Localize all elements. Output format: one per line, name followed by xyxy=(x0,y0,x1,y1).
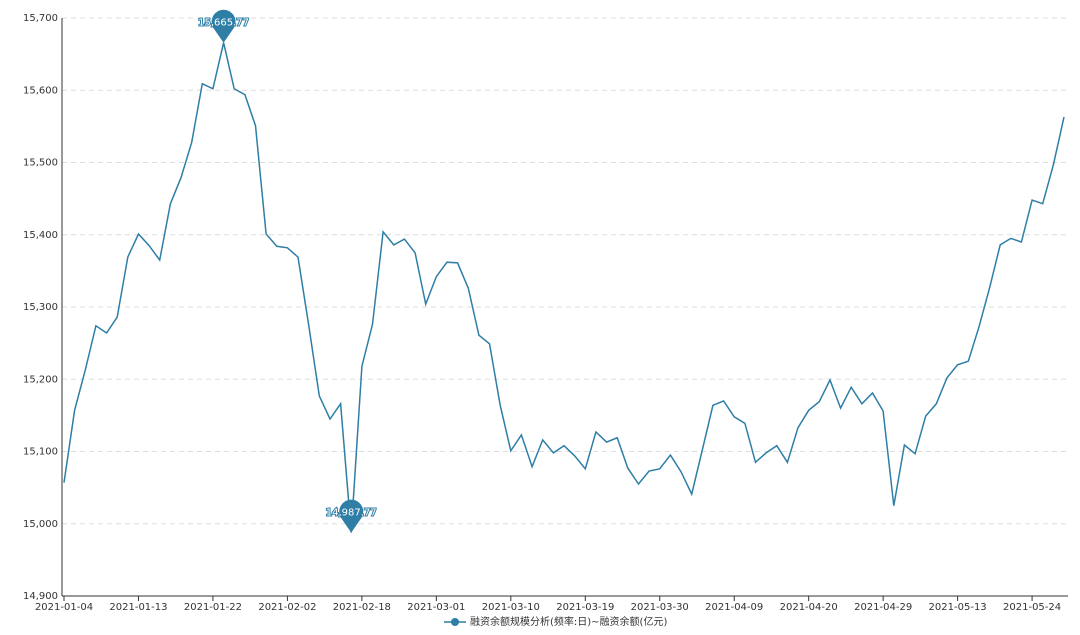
x-tick-label: 2021-05-13 xyxy=(929,602,987,613)
mark-point-label: 14,987.77 xyxy=(326,508,377,519)
line xyxy=(63,42,1065,533)
mark-point-label: 15,665.77 xyxy=(198,18,249,29)
y-tick-label: 15,100 xyxy=(23,447,58,458)
x-tick-label: 2021-03-30 xyxy=(631,602,689,613)
mark-point xyxy=(211,9,236,43)
y-tick-label: 15,000 xyxy=(23,519,58,530)
x-tick-label: 2021-03-19 xyxy=(556,602,614,613)
x-tick-label: 2021-04-09 xyxy=(705,602,763,613)
x-tick-label: 2021-01-04 xyxy=(35,602,93,613)
x-tick-label: 2021-01-13 xyxy=(109,602,167,613)
x-tick-label: 2021-03-10 xyxy=(482,602,540,613)
y-tick-label: 15,300 xyxy=(23,302,58,313)
y-tick-label: 15,500 xyxy=(23,158,58,169)
y-tick-label: 15,700 xyxy=(23,13,58,24)
y-tick-label: 14,900 xyxy=(23,591,58,602)
y-tick-label: 15,200 xyxy=(23,374,58,385)
x-tick-label: 2021-02-02 xyxy=(258,602,316,613)
legend-icon xyxy=(451,618,459,626)
legend-label: 融资余额规模分析(频率:日)~融资余额(亿元) xyxy=(470,615,667,628)
x-tick-label: 2021-05-24 xyxy=(1003,602,1061,613)
x-tick-label: 2021-02-18 xyxy=(333,602,391,613)
x-tick-label: 2021-01-22 xyxy=(184,602,242,613)
y-tick-label: 15,400 xyxy=(23,230,58,241)
mark-point xyxy=(339,499,364,533)
y-tick-label: 15,600 xyxy=(23,85,58,96)
x-tick-label: 2021-03-01 xyxy=(407,602,465,613)
x-tick-label: 2021-04-29 xyxy=(854,602,912,613)
x-tick-label: 2021-04-20 xyxy=(780,602,838,613)
